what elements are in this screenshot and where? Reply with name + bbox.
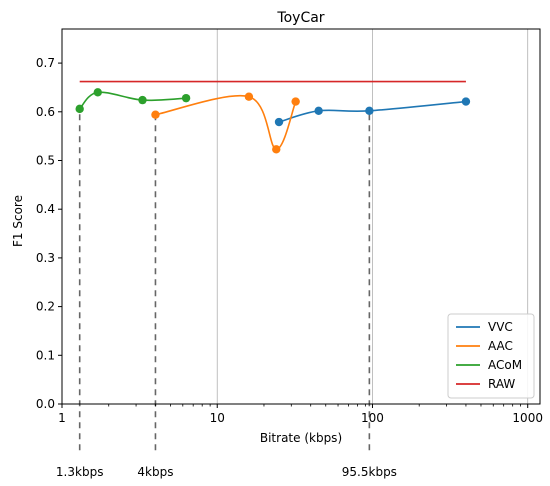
- x-tick-label-2: 100: [361, 411, 384, 425]
- chart-title: ToyCar: [276, 10, 324, 26]
- point-vvc-0: [274, 117, 284, 127]
- y-axis-ticks: 0.0 0.1 0.2 0.3 0.4 0.5 0.6 0.7: [36, 56, 62, 411]
- series-line-vvc: [278, 100, 467, 123]
- point-acom-3: [181, 93, 191, 103]
- series-markers: [75, 88, 471, 154]
- axes-frame: [61, 28, 541, 405]
- point-aac-2: [272, 145, 281, 154]
- legend-box: [447, 313, 535, 399]
- x-tick-label-1: 10: [210, 411, 225, 425]
- y-tick-label-3: 0.3: [36, 251, 55, 265]
- legend-label-raw: RAW: [488, 377, 515, 391]
- point-vvc-3: [461, 97, 471, 106]
- plot-frame: [61, 28, 541, 405]
- series-lines: [79, 80, 467, 151]
- point-acom-1: [93, 88, 102, 97]
- reference-lines: [78, 114, 371, 454]
- series-line-acom: [79, 91, 187, 110]
- point-acom-0: [75, 104, 84, 114]
- x-axis-ticks: 1 10 100 1000: [58, 404, 543, 425]
- y-axis-label: F1 Score: [11, 195, 25, 247]
- y-tick-label-0: 0.0: [36, 397, 55, 411]
- reference-label-0: 1.3kbps: [56, 465, 104, 479]
- reference-label-2: 95.5kbps: [342, 465, 397, 479]
- legend-label-vvc: VVC: [488, 320, 513, 334]
- y-tick-label-6: 0.6: [36, 105, 55, 119]
- reference-label-1: 4kbps: [137, 465, 173, 479]
- point-acom-2: [138, 95, 147, 105]
- series-line-aac: [155, 94, 297, 151]
- legend-label-acom: ACoM: [488, 358, 522, 372]
- point-aac-3: [291, 97, 300, 106]
- point-vvc-2: [365, 106, 374, 116]
- point-aac-1: [244, 92, 254, 101]
- point-vvc-1: [314, 106, 323, 116]
- y-tick-label-4: 0.4: [36, 202, 55, 216]
- reference-labels: 1.3kbps 4kbps 95.5kbps: [56, 465, 397, 479]
- x-axis-label: Bitrate (kbps): [260, 431, 342, 445]
- legend-label-aac: AAC: [488, 339, 513, 353]
- y-tick-label-2: 0.2: [36, 300, 55, 314]
- y-tick-label-7: 0.7: [36, 56, 55, 70]
- y-tick-label-1: 0.1: [36, 348, 55, 362]
- point-aac-0: [151, 110, 160, 119]
- y-tick-label-5: 0.5: [36, 153, 55, 167]
- legend: VVC AAC ACoM RAW: [447, 313, 535, 399]
- x-tick-label-0: 1: [58, 411, 66, 425]
- x-tick-label-3: 1000: [512, 411, 543, 425]
